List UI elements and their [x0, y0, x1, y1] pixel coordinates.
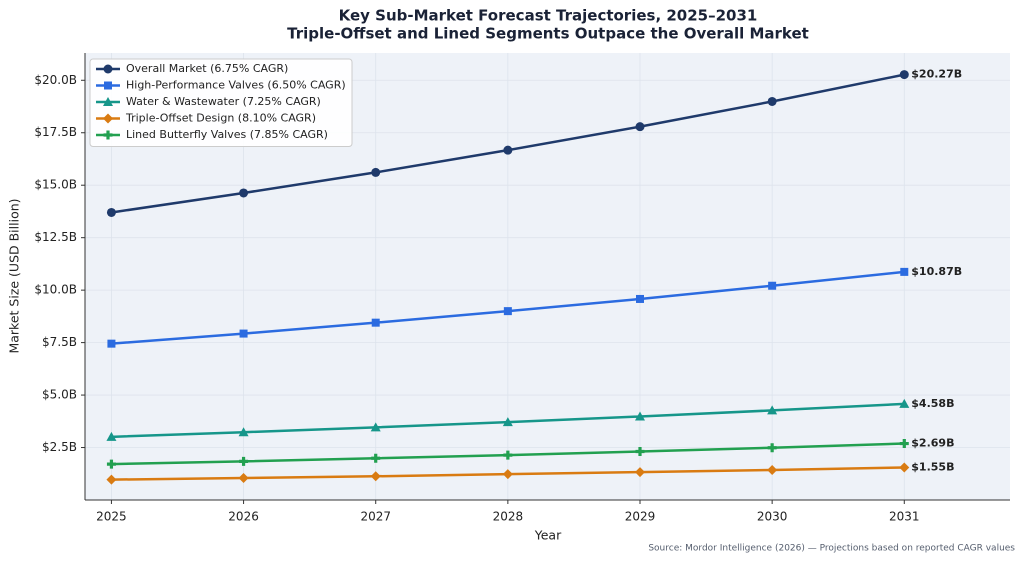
x-tick-label: 2031 — [889, 510, 920, 524]
legend-marker — [104, 81, 112, 90]
y-tick-label: $7.5B — [42, 335, 77, 349]
y-axis-label: Market Size (USD Billion) — [7, 198, 22, 353]
legend-label: Overall Market (6.75% CAGR) — [126, 62, 288, 75]
point — [502, 417, 513, 427]
y-tick-label: $20.0B — [34, 73, 77, 87]
value-label: $10.87B — [911, 265, 962, 278]
x-tick-label: 2027 — [360, 510, 391, 524]
point — [239, 188, 249, 198]
point — [502, 469, 513, 480]
point — [503, 145, 513, 155]
point — [635, 411, 645, 421]
point — [371, 318, 380, 327]
point — [900, 267, 909, 276]
y-tick-label: $17.5B — [34, 125, 77, 139]
point — [503, 307, 512, 316]
y-tick-label: $5.0B — [42, 388, 77, 402]
point — [635, 122, 645, 132]
point — [370, 471, 381, 482]
point — [899, 462, 910, 473]
legend-label: High-Performance Valves (6.50% CAGR) — [126, 79, 346, 92]
y-tick-label: $12.5B — [34, 230, 77, 244]
point — [371, 167, 381, 177]
legend-marker — [103, 64, 113, 74]
point — [238, 472, 249, 483]
point — [899, 70, 909, 80]
y-tick-label: $2.5B — [42, 440, 77, 454]
legend-marker — [103, 130, 113, 140]
point — [767, 405, 778, 415]
legend-marker — [103, 113, 113, 124]
point — [768, 281, 777, 290]
point — [238, 427, 249, 437]
chart-subtitle: Triple-Offset and Lined Segments Outpace… — [287, 25, 809, 43]
x-tick-label: 2025 — [96, 510, 127, 524]
x-axis-label: Year — [534, 528, 562, 543]
value-label: $20.27B — [911, 68, 962, 81]
legend-marker — [103, 97, 113, 106]
point — [106, 459, 116, 469]
point — [635, 447, 645, 457]
point — [635, 467, 645, 478]
x-tick-label: 2026 — [228, 510, 259, 524]
x-tick-label: 2029 — [625, 510, 656, 524]
legend-label: Water & Wastewater (7.25% CAGR) — [126, 95, 321, 108]
value-label: $1.55B — [911, 460, 954, 473]
point — [899, 398, 910, 408]
value-label: $2.69B — [911, 437, 954, 450]
point — [239, 456, 249, 466]
legend: Overall Market (6.75% CAGR) High-Performa… — [89, 58, 353, 147]
source-note: Source: Mordor Intelligence (2026) — Pro… — [648, 544, 1015, 554]
value-label: $4.58B — [911, 397, 954, 410]
point — [767, 443, 777, 453]
point — [106, 474, 117, 485]
x-tick-label: 2030 — [757, 510, 788, 524]
point — [106, 207, 116, 217]
point — [371, 453, 381, 463]
point — [106, 431, 117, 441]
legend-label: Triple-Offset Design (8.10% CAGR) — [125, 112, 316, 125]
point — [899, 439, 909, 449]
point — [503, 450, 513, 460]
legend-label: Lined Butterfly Valves (7.85% CAGR) — [126, 128, 328, 141]
y-tick-label: $10.0B — [34, 283, 77, 297]
chart-title: Key Sub-Market Forecast Trajectories, 20… — [339, 7, 758, 25]
point — [239, 329, 248, 338]
point — [767, 464, 778, 475]
point — [636, 294, 644, 303]
marks: $20.27B $10.87B $4.58B $1.55B $2.69B — [106, 68, 962, 485]
legend-box — [89, 58, 353, 147]
y-tick-label: $15.0B — [34, 178, 77, 192]
point — [370, 422, 381, 432]
point — [767, 96, 777, 106]
point — [107, 339, 116, 348]
x-tick-label: 2028 — [493, 510, 524, 524]
